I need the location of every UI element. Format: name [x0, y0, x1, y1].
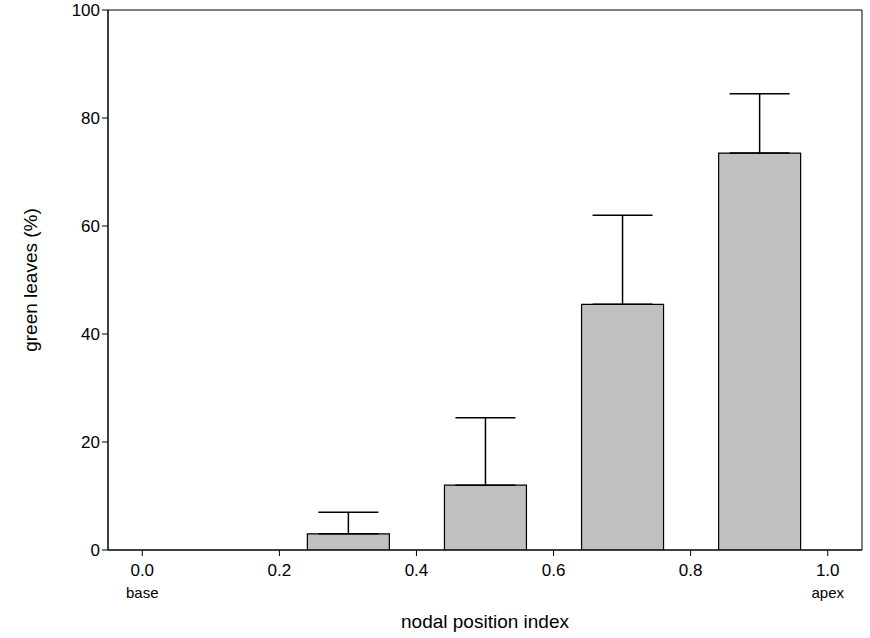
svg-text:1.0: 1.0: [816, 561, 840, 580]
svg-text:apex: apex: [811, 584, 844, 601]
svg-text:green leaves (%): green leaves (%): [20, 208, 41, 352]
svg-text:0.4: 0.4: [405, 561, 429, 580]
svg-text:0: 0: [91, 541, 100, 560]
svg-text:0.6: 0.6: [542, 561, 566, 580]
svg-text:100: 100: [72, 1, 100, 20]
svg-text:nodal position index: nodal position index: [401, 611, 569, 632]
svg-text:0.0: 0.0: [130, 561, 154, 580]
svg-text:80: 80: [81, 109, 100, 128]
svg-text:40: 40: [81, 325, 100, 344]
svg-text:0.2: 0.2: [268, 561, 292, 580]
svg-text:base: base: [126, 584, 159, 601]
svg-text:0.8: 0.8: [679, 561, 703, 580]
svg-text:60: 60: [81, 217, 100, 236]
svg-text:20: 20: [81, 433, 100, 452]
